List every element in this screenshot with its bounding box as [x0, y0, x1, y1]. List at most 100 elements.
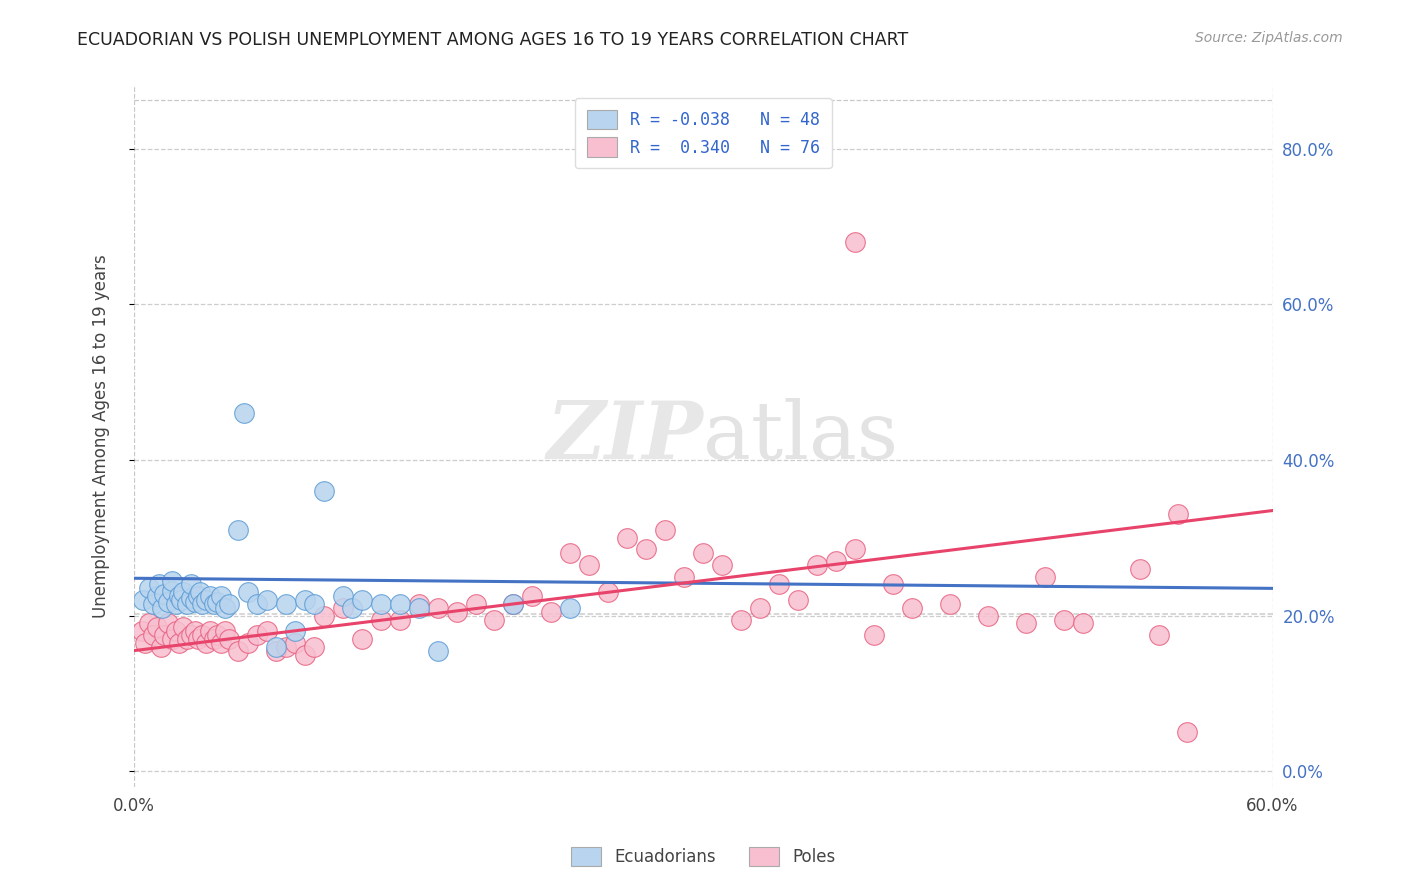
Point: [484, 613, 506, 627]
Point: [388, 597, 411, 611]
Point: [1175, 725, 1198, 739]
Text: atlas: atlas: [703, 398, 898, 475]
Point: [165, 624, 187, 639]
Point: [350, 632, 373, 646]
Point: [169, 589, 191, 603]
Point: [256, 624, 278, 639]
Point: [274, 597, 297, 611]
Point: [863, 628, 886, 642]
Point: [180, 628, 202, 642]
Point: [264, 643, 287, 657]
Point: [264, 640, 287, 654]
Point: [160, 583, 183, 598]
Point: [408, 597, 430, 611]
Point: [198, 589, 221, 603]
Point: [274, 640, 297, 654]
Point: [768, 577, 790, 591]
Point: [446, 605, 468, 619]
Point: [207, 594, 229, 608]
Point: [148, 577, 170, 591]
Point: [977, 608, 1000, 623]
Point: [787, 593, 810, 607]
Point: [340, 600, 363, 615]
Point: [844, 542, 866, 557]
Point: [464, 597, 486, 611]
Point: [1053, 613, 1076, 627]
Point: [1167, 508, 1189, 522]
Point: [939, 597, 962, 611]
Point: [172, 585, 194, 599]
Point: [187, 632, 209, 646]
Point: [825, 554, 848, 568]
Point: [191, 597, 214, 611]
Y-axis label: Unemployment Among Ages 16 to 19 years: Unemployment Among Ages 16 to 19 years: [93, 255, 110, 618]
Point: [578, 558, 600, 572]
Point: [294, 593, 316, 607]
Point: [673, 570, 696, 584]
Point: [332, 600, 354, 615]
Point: [131, 624, 153, 639]
Point: [207, 628, 229, 642]
Point: [142, 628, 165, 642]
Point: [312, 608, 335, 623]
Point: [218, 632, 240, 646]
Point: [190, 585, 212, 599]
Point: [209, 589, 232, 603]
Point: [142, 597, 165, 611]
Point: [180, 591, 202, 606]
Point: [332, 589, 354, 603]
Point: [844, 235, 866, 249]
Point: [165, 597, 187, 611]
Point: [183, 624, 205, 639]
Point: [157, 616, 180, 631]
Point: [209, 636, 232, 650]
Point: [692, 546, 714, 560]
Point: [1147, 628, 1170, 642]
Point: [176, 597, 198, 611]
Point: [170, 593, 193, 607]
Point: [138, 582, 160, 596]
Point: [882, 577, 904, 591]
Point: [246, 597, 269, 611]
Point: [730, 613, 752, 627]
Point: [176, 632, 198, 646]
Text: Source: ZipAtlas.com: Source: ZipAtlas.com: [1195, 31, 1343, 45]
Point: [226, 523, 249, 537]
Point: [226, 643, 249, 657]
Point: [408, 600, 430, 615]
Point: [132, 593, 155, 607]
Point: [1129, 562, 1152, 576]
Point: [560, 600, 582, 615]
Point: [233, 406, 256, 420]
Point: [426, 600, 449, 615]
Point: [191, 628, 214, 642]
Point: [749, 600, 772, 615]
Point: [145, 620, 167, 634]
Point: [169, 636, 191, 650]
Point: [284, 636, 307, 650]
Point: [157, 594, 180, 608]
Point: [152, 600, 174, 615]
Text: ZIP: ZIP: [547, 398, 703, 475]
Point: [153, 628, 176, 642]
Point: [522, 589, 544, 603]
Point: [294, 648, 316, 662]
Point: [246, 628, 269, 642]
Point: [236, 636, 259, 650]
Point: [138, 616, 160, 631]
Point: [183, 594, 205, 608]
Point: [312, 484, 335, 499]
Point: [806, 558, 828, 572]
Legend: R = -0.038   N = 48, R =  0.340   N = 76: R = -0.038 N = 48, R = 0.340 N = 76: [575, 98, 831, 169]
Point: [901, 600, 924, 615]
Point: [1071, 616, 1094, 631]
Point: [256, 593, 278, 607]
Point: [284, 624, 307, 639]
Point: [134, 636, 156, 650]
Point: [187, 589, 209, 603]
Point: [598, 585, 620, 599]
Point: [502, 597, 524, 611]
Point: [350, 593, 373, 607]
Point: [149, 640, 172, 654]
Point: [426, 643, 449, 657]
